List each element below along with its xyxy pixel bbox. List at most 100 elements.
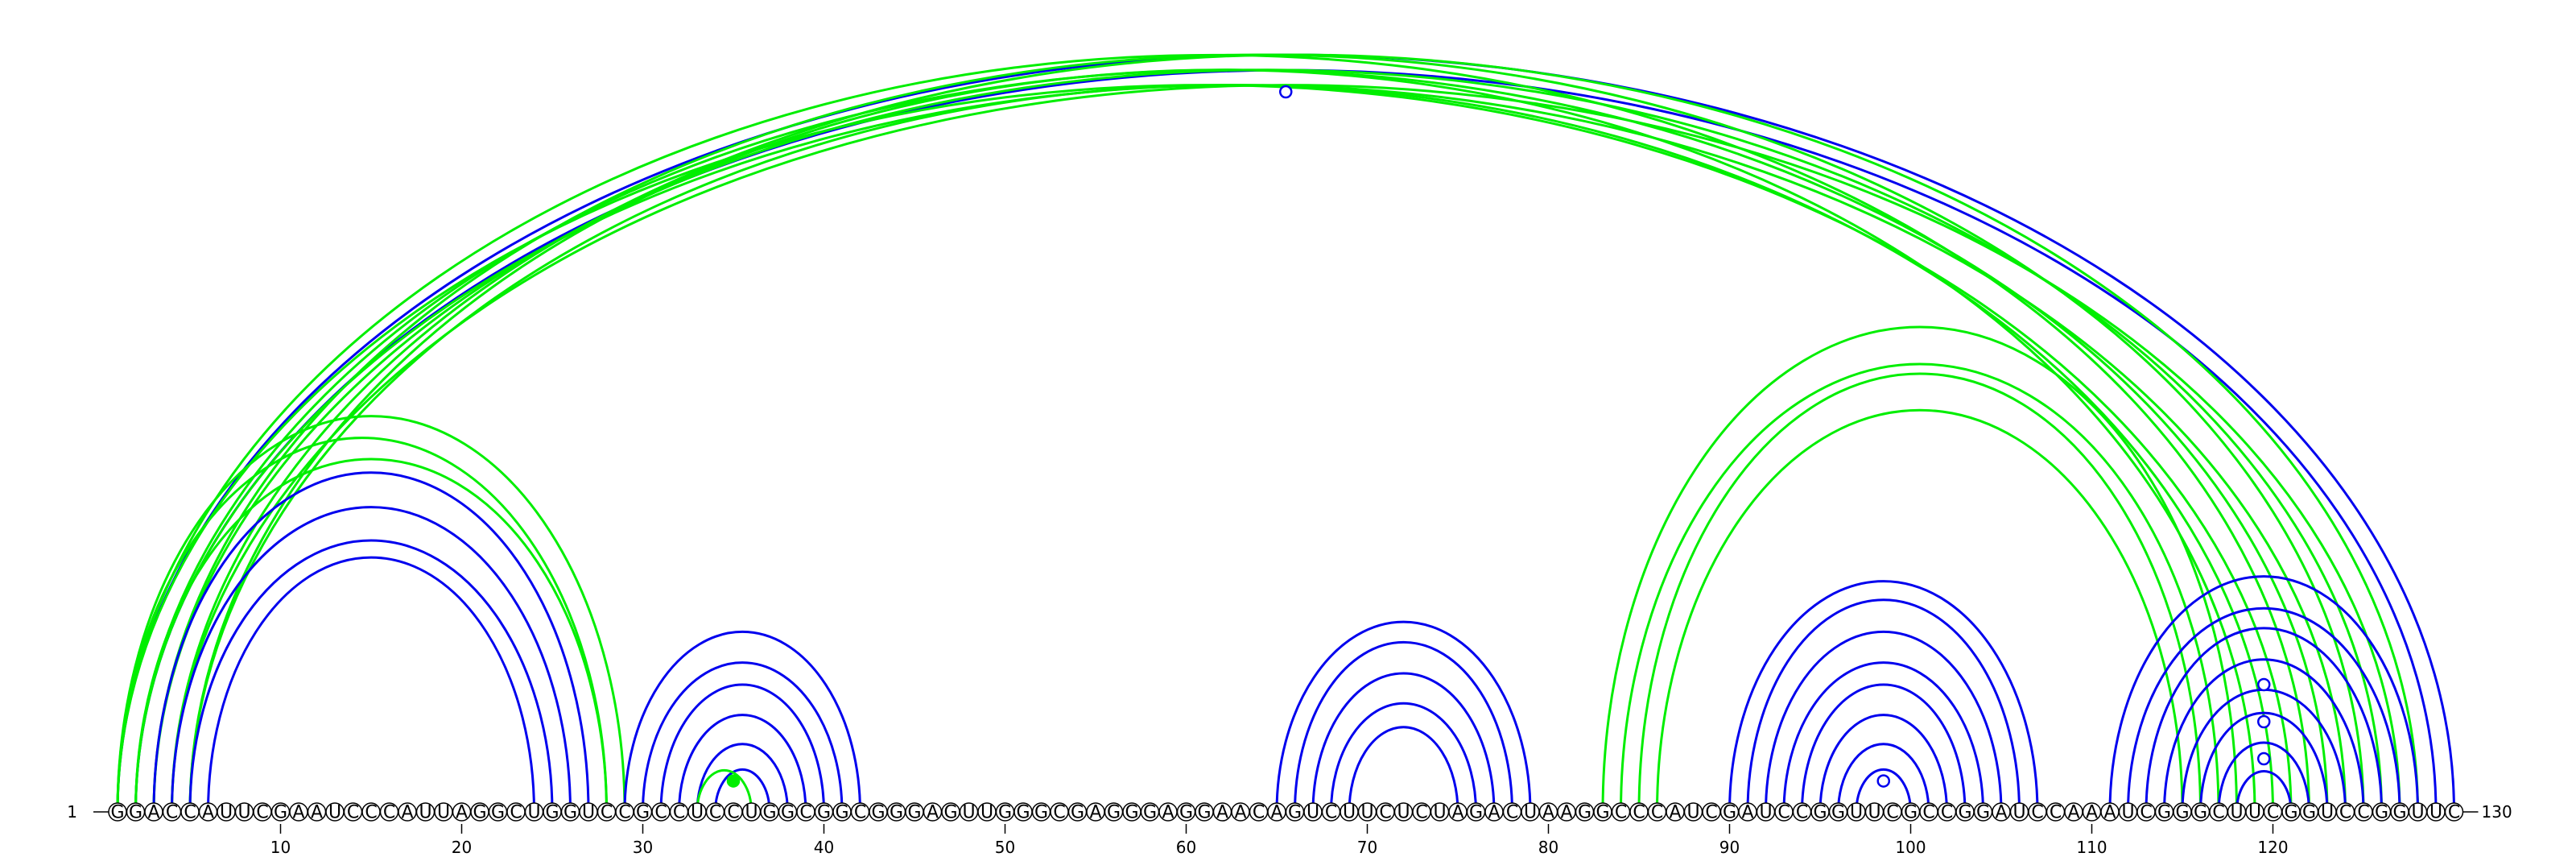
nucleotide-84: C bbox=[1611, 802, 1631, 823]
nucleotide-15: C bbox=[361, 802, 381, 823]
nucleotide-letter: C bbox=[1633, 803, 1645, 823]
nucleotide-letter: G bbox=[274, 803, 287, 823]
nucleotide-83: G bbox=[1593, 802, 1612, 823]
nucleotide-letter: C bbox=[510, 803, 522, 823]
nucleotide-letter: U bbox=[2230, 803, 2243, 823]
nucleotide-letter: U bbox=[1433, 803, 1446, 823]
nucleotide-letter: G bbox=[1125, 803, 1138, 823]
arc-marker-5 bbox=[2257, 714, 2271, 729]
nucleotide-letter: A bbox=[1089, 803, 1101, 823]
nucleotide-letter: A bbox=[147, 803, 159, 823]
nucleotide-47: G bbox=[941, 802, 960, 823]
nucleotide-113: C bbox=[2136, 802, 2156, 823]
nucleotide-36: U bbox=[741, 802, 762, 823]
base-pair-arc-111-128 bbox=[2108, 575, 2419, 813]
nucleotide-letter: U bbox=[237, 803, 250, 823]
nucleotide-letter: C bbox=[1705, 803, 1717, 823]
base-pair-arc-3-125 bbox=[152, 53, 2365, 813]
nucleotide-letter: U bbox=[2411, 803, 2424, 823]
nucleotide-122: G bbox=[2299, 802, 2319, 823]
tick-label-80: 80 bbox=[1538, 838, 1558, 857]
base-pair-arc-85-116 bbox=[1637, 372, 2202, 813]
nucleotide-104: G bbox=[1973, 802, 1993, 823]
nucleotide-letter: G bbox=[871, 803, 885, 823]
nucleotide-34: C bbox=[705, 802, 725, 823]
nucleotide-86: C bbox=[1647, 802, 1667, 823]
nucleotide-30: G bbox=[633, 802, 653, 823]
nucleotide-29: C bbox=[615, 802, 634, 823]
nucleotide-31: C bbox=[651, 802, 671, 823]
nucleotide-33: U bbox=[687, 802, 707, 823]
nucleotide-66: G bbox=[1285, 802, 1305, 823]
nucleotide-119: U bbox=[2245, 802, 2264, 823]
nucleotide-85: C bbox=[1629, 802, 1649, 823]
base-pair-arc-34-37 bbox=[714, 768, 771, 813]
nucleotide-93: C bbox=[1774, 802, 1794, 823]
arc-marker-6 bbox=[2257, 751, 2271, 766]
nucleotide-letter: A bbox=[1451, 803, 1463, 823]
nucleotide-10: G bbox=[270, 802, 291, 823]
nucleotide-letter: G bbox=[2375, 803, 2388, 823]
nucleotide-letter: G bbox=[890, 803, 903, 823]
nucleotide-89: C bbox=[1702, 802, 1721, 823]
nucleotide-letter: C bbox=[184, 803, 196, 823]
nucleotide-98: U bbox=[1864, 802, 1885, 823]
base-pair-arc-93-104 bbox=[1782, 661, 1984, 813]
nucleotide-4: C bbox=[162, 802, 182, 823]
nucleotide-letter: C bbox=[2140, 803, 2152, 823]
nucleotide-46: A bbox=[923, 802, 943, 823]
nucleotide-62: A bbox=[1212, 802, 1232, 823]
nucleotide-90: G bbox=[1719, 802, 1740, 823]
base-pair-arc-4-26 bbox=[171, 506, 572, 813]
nucleotide-letter: G bbox=[2157, 803, 2171, 823]
nucleotide-letter: C bbox=[1922, 803, 1934, 823]
base-pair-arc-66-78 bbox=[1294, 640, 1513, 813]
base-pair-arc-1-28 bbox=[116, 437, 608, 813]
nucleotide-letter: A bbox=[401, 803, 413, 823]
nucleotide-69: U bbox=[1340, 802, 1359, 823]
nucleotide-letter: C bbox=[383, 803, 395, 823]
nucleotide-letter: G bbox=[2175, 803, 2189, 823]
nucleotide-48: U bbox=[959, 802, 979, 823]
nucleotide-letter: G bbox=[473, 803, 486, 823]
tick-label-100: 100 bbox=[1895, 838, 1926, 857]
nucleotide-111: A bbox=[2100, 802, 2120, 823]
nucleotide-letter: C bbox=[1053, 803, 1065, 823]
nucleotide-letter: A bbox=[1995, 803, 2007, 823]
nucleotide-letter: C bbox=[347, 803, 359, 823]
nucleotide-letter: C bbox=[2357, 803, 2369, 823]
nucleotide-55: A bbox=[1086, 802, 1105, 823]
base-pair-arc-118-121 bbox=[2235, 770, 2293, 813]
arc-marker-4 bbox=[2257, 677, 2271, 692]
nucleotide-107: C bbox=[2028, 802, 2047, 823]
nucleotide-95: G bbox=[1810, 802, 1830, 823]
nucleotide-19: U bbox=[434, 802, 453, 823]
nucleotide-7: U bbox=[217, 802, 236, 823]
nucleotide-letter: C bbox=[1796, 803, 1808, 823]
nucleotide-letter: A bbox=[1234, 803, 1246, 823]
nucleotide-44: G bbox=[886, 802, 906, 823]
nucleotide-letter: U bbox=[1850, 803, 1863, 823]
nucleotide-letter: C bbox=[2267, 803, 2279, 823]
nucleotide-letter: C bbox=[2448, 803, 2460, 823]
nucleotide-38: G bbox=[778, 802, 798, 823]
base-pair-arc-92-105 bbox=[1765, 630, 2003, 813]
nucleotide-letter: U bbox=[419, 803, 431, 823]
tick-label-120: 120 bbox=[2257, 838, 2288, 857]
nucleotide-letter: C bbox=[1941, 803, 1953, 823]
base-pair-arc-1-29 bbox=[116, 415, 626, 813]
nucleotide-letter: C bbox=[1415, 803, 1427, 823]
nucleotide-54: G bbox=[1067, 802, 1088, 823]
nucleotide-79: U bbox=[1521, 802, 1540, 823]
nucleotide-24: U bbox=[524, 802, 544, 823]
nucleotide-115: G bbox=[2173, 802, 2192, 823]
base-pair-arc-3-126 bbox=[152, 68, 2383, 813]
tick-label-110: 110 bbox=[2076, 838, 2107, 857]
nucleotide-64: C bbox=[1249, 802, 1269, 823]
base-pair-arc-30-41 bbox=[642, 661, 844, 813]
nucleotide-letter: A bbox=[1542, 803, 1554, 823]
nucleotide-63: A bbox=[1231, 802, 1250, 823]
nucleotide-letter: U bbox=[1343, 803, 1356, 823]
nucleotide-letter: U bbox=[1360, 803, 1373, 823]
